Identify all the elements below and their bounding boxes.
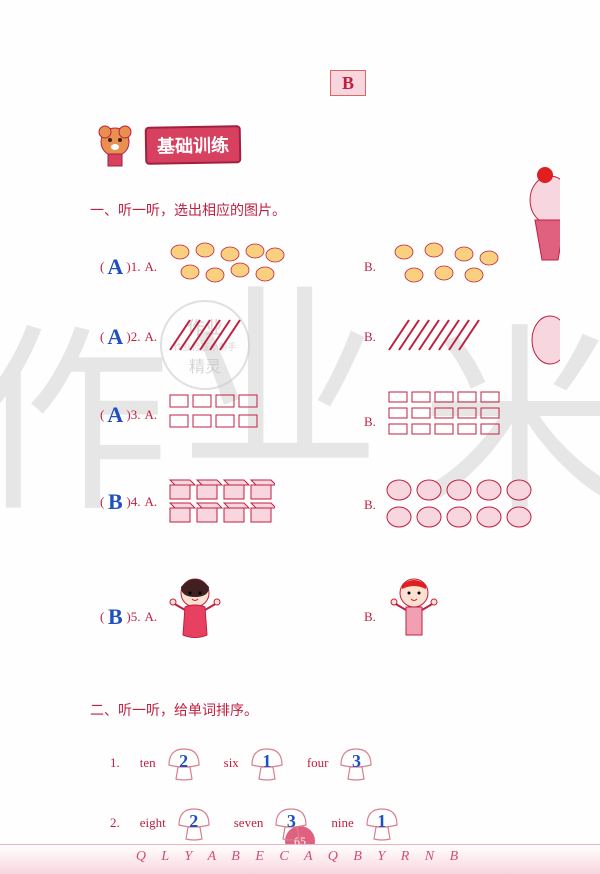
opt-a-label-3: A. <box>144 407 157 423</box>
exercise-1-title: 一、听一听，选出相应的图片。 <box>90 200 286 220</box>
sort-num-2: 2. <box>110 815 120 831</box>
girl-icon <box>165 575 225 659</box>
qnum-2: 2. <box>131 329 141 345</box>
birds-a-icon <box>165 240 285 294</box>
bags-b-icon <box>384 475 534 534</box>
word-nine: nine <box>331 815 353 831</box>
option-b-2: B. <box>360 315 484 359</box>
question-row-4: (B) 4. A. <box>100 475 275 529</box>
pencils-a-icon <box>165 315 245 359</box>
books-a-icon <box>165 475 275 529</box>
banner-sign: 基础训练 <box>145 125 242 165</box>
sort-row-2: 2. eight 2 seven 3 nine 1 <box>110 805 402 841</box>
order-1-1: 2 <box>179 751 188 772</box>
question-row-2: (A) 2. A. <box>100 315 245 359</box>
right-balloon-deco <box>520 160 560 460</box>
mushroom-icon: 1 <box>362 805 402 841</box>
option-b-5: B. <box>360 575 444 659</box>
mushroom-icon: 2 <box>174 805 214 841</box>
qnum-4: 4. <box>131 494 141 510</box>
mushroom-icon: 3 <box>271 805 311 841</box>
option-b-1: B. <box>360 240 504 294</box>
option-b-4: B. <box>360 475 534 534</box>
bear-icon <box>90 120 140 170</box>
sort-row-1: 1. ten 2 six 1 four 3 <box>110 745 376 781</box>
question-row-1: (A) 1. A. <box>100 240 285 294</box>
order-2-2: 3 <box>287 811 296 832</box>
question-row-5: (B) 5. A. <box>100 575 225 659</box>
sort-num-1: 1. <box>110 755 120 771</box>
opt-a-label-2: A. <box>144 329 157 345</box>
word-eight: eight <box>140 815 166 831</box>
question-row-3: (A) 3. A. <box>100 390 265 439</box>
opt-a-label-5: A. <box>144 609 157 625</box>
opt-b-label-2: B. <box>364 329 376 345</box>
opt-b-label-5: B. <box>364 609 376 625</box>
order-1-3: 3 <box>352 751 361 772</box>
order-1-2: 1 <box>262 751 271 772</box>
desks-a-icon <box>165 390 265 439</box>
answer-5: B <box>104 604 126 630</box>
birds-b-icon <box>384 240 504 294</box>
qnum-5: 5. <box>131 609 141 625</box>
answer-1: A <box>104 254 126 280</box>
pencils-b-icon <box>384 315 484 359</box>
qnum-3: 3. <box>131 407 141 423</box>
mushroom-icon: 1 <box>247 745 287 781</box>
answer-2: A <box>104 324 126 350</box>
answer-3: A <box>104 402 126 428</box>
option-b-3: B. <box>360 390 504 454</box>
opt-b-label-4: B. <box>364 497 376 513</box>
opt-a-label-4: A. <box>144 494 157 510</box>
word-ten: ten <box>140 755 156 771</box>
opt-b-label-3: B. <box>364 414 376 430</box>
opt-a-label-1: A. <box>144 259 157 275</box>
desks-b-icon <box>384 390 504 454</box>
order-2-1: 2 <box>189 811 198 832</box>
footer-letters: Q L Y A B E C A Q B Y R N B <box>0 844 600 874</box>
exercise-2-title: 二、听一听，给单词排序。 <box>90 700 258 720</box>
header-banner: 基础训练 <box>90 120 241 170</box>
word-seven: seven <box>234 815 264 831</box>
word-six: six <box>224 755 239 771</box>
boy-icon <box>384 575 444 659</box>
section-letter-box: B <box>330 70 366 96</box>
order-2-3: 1 <box>377 811 386 832</box>
qnum-1: 1. <box>131 259 141 275</box>
mushroom-icon: 2 <box>164 745 204 781</box>
opt-b-label-1: B. <box>364 259 376 275</box>
word-four: four <box>307 755 329 771</box>
mushroom-icon: 3 <box>336 745 376 781</box>
answer-4: B <box>104 489 126 515</box>
